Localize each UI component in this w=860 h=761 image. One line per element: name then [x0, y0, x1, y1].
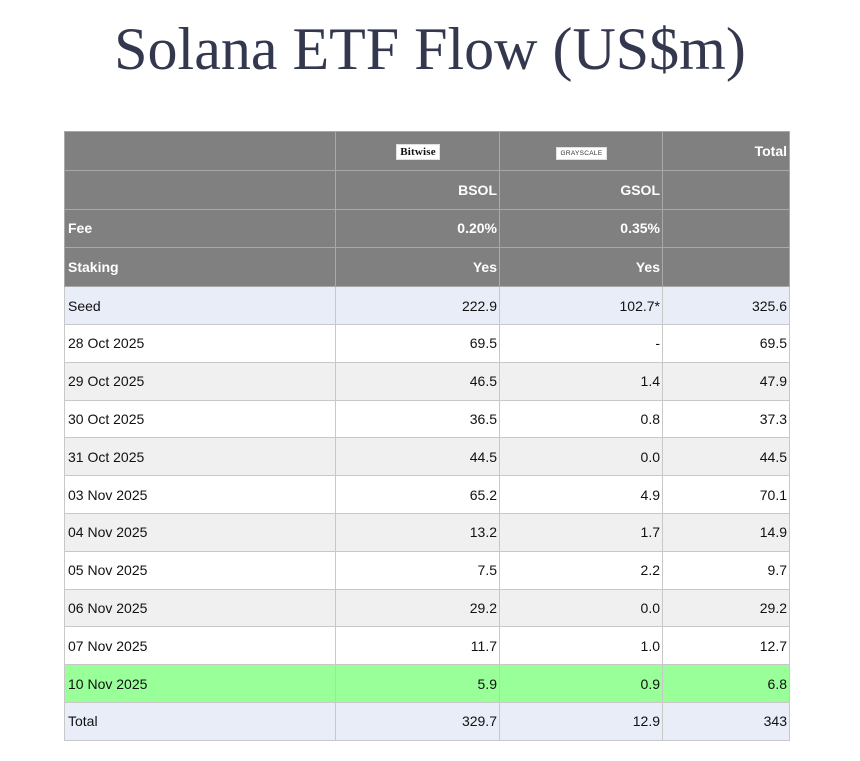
grayscale-logo-cell: GRAYSCALE — [499, 131, 663, 171]
total-value: 69.5 — [662, 323, 790, 363]
row-label: 03 Nov 2025 — [64, 475, 336, 514]
table-row-highlighted: 10 Nov 2025 5.9 0.9 6.8 — [64, 664, 790, 703]
row-label: 30 Oct 2025 — [64, 399, 336, 439]
table-row: 06 Nov 2025 29.2 0.0 29.2 — [64, 588, 790, 628]
table-row-seed: Seed 222.9 102.7* 325.6 — [64, 286, 790, 325]
fee-label: Fee — [64, 208, 336, 249]
staking-gsol: Yes — [499, 247, 663, 288]
table-row: 03 Nov 2025 65.2 4.9 70.1 — [64, 475, 790, 514]
bsol-value: 44.5 — [335, 437, 500, 477]
table-row-total: Total 329.7 12.9 343 — [64, 701, 790, 741]
gsol-value: 1.7 — [499, 512, 663, 552]
staking-bsol: Yes — [335, 247, 500, 288]
gsol-value: 12.9 — [499, 701, 663, 741]
bsol-value: 222.9 — [335, 286, 500, 325]
bsol-value: 65.2 — [335, 475, 500, 514]
total-value: 9.7 — [662, 550, 790, 590]
header-empty-cell — [662, 169, 790, 210]
bsol-value: 13.2 — [335, 512, 500, 552]
row-label: 06 Nov 2025 — [64, 588, 336, 628]
table-row: 05 Nov 2025 7.5 2.2 9.7 — [64, 550, 790, 590]
row-label: 04 Nov 2025 — [64, 512, 336, 552]
table-row: 31 Oct 2025 44.5 0.0 44.5 — [64, 437, 790, 477]
gsol-value: 4.9 — [499, 475, 663, 514]
row-label: Total — [64, 701, 336, 741]
bitwise-logo-cell: Bitwise — [335, 131, 500, 171]
table-row: 28 Oct 2025 69.5 - 69.5 — [64, 323, 790, 363]
gsol-value: 0.0 — [499, 588, 663, 628]
issuer-header-row: Bitwise GRAYSCALE Total — [64, 131, 790, 171]
bsol-value: 7.5 — [335, 550, 500, 590]
header-empty-cell — [662, 247, 790, 288]
table-row: 30 Oct 2025 36.5 0.8 37.3 — [64, 399, 790, 439]
table-row: 29 Oct 2025 46.5 1.4 47.9 — [64, 361, 790, 401]
total-column-header: Total — [662, 131, 790, 171]
bsol-value: 36.5 — [335, 399, 500, 439]
total-value: 6.8 — [662, 664, 790, 703]
ticker-header-row: BSOL GSOL — [64, 169, 790, 210]
row-label: 28 Oct 2025 — [64, 323, 336, 363]
gsol-value: 0.8 — [499, 399, 663, 439]
total-value: 70.1 — [662, 475, 790, 514]
total-value: 343 — [662, 701, 790, 741]
bsol-value: 29.2 — [335, 588, 500, 628]
row-label: 07 Nov 2025 — [64, 626, 336, 666]
etf-flow-table: Bitwise GRAYSCALE Total BSOL GSOL Fee 0.… — [64, 131, 790, 741]
staking-label: Staking — [64, 247, 336, 288]
row-label: 29 Oct 2025 — [64, 361, 336, 401]
bsol-value: 69.5 — [335, 323, 500, 363]
gsol-value: 1.4 — [499, 361, 663, 401]
gsol-value: 1.0 — [499, 626, 663, 666]
bsol-value: 46.5 — [335, 361, 500, 401]
gsol-value: 102.7* — [499, 286, 663, 325]
bsol-value: 5.9 — [335, 664, 500, 703]
gsol-value: 0.0 — [499, 437, 663, 477]
header-empty-cell — [662, 208, 790, 249]
bsol-value: 11.7 — [335, 626, 500, 666]
table-row: 07 Nov 2025 11.7 1.0 12.7 — [64, 626, 790, 666]
fee-bsol: 0.20% — [335, 208, 500, 249]
row-label: Seed — [64, 286, 336, 325]
total-value: 37.3 — [662, 399, 790, 439]
gsol-value: - — [499, 323, 663, 363]
gsol-value: 2.2 — [499, 550, 663, 590]
total-value: 47.9 — [662, 361, 790, 401]
total-value: 29.2 — [662, 588, 790, 628]
total-value: 44.5 — [662, 437, 790, 477]
grayscale-logo: GRAYSCALE — [555, 146, 608, 160]
ticker-gsol: GSOL — [499, 169, 663, 210]
header-empty-cell — [64, 169, 336, 210]
row-label: 31 Oct 2025 — [64, 437, 336, 477]
gsol-value: 0.9 — [499, 664, 663, 703]
ticker-bsol: BSOL — [335, 169, 500, 210]
bsol-value: 329.7 — [335, 701, 500, 741]
total-value: 12.7 — [662, 626, 790, 666]
header-empty-cell — [64, 131, 336, 171]
total-value: 14.9 — [662, 512, 790, 552]
total-value: 325.6 — [662, 286, 790, 325]
row-label: 05 Nov 2025 — [64, 550, 336, 590]
bitwise-logo: Bitwise — [396, 143, 440, 160]
page-title: Solana ETF Flow (US$m) — [114, 16, 746, 82]
fee-row: Fee 0.20% 0.35% — [64, 208, 790, 249]
staking-row: Staking Yes Yes — [64, 247, 790, 288]
table-row: 04 Nov 2025 13.2 1.7 14.9 — [64, 512, 790, 552]
fee-gsol: 0.35% — [499, 208, 663, 249]
row-label: 10 Nov 2025 — [64, 664, 336, 703]
